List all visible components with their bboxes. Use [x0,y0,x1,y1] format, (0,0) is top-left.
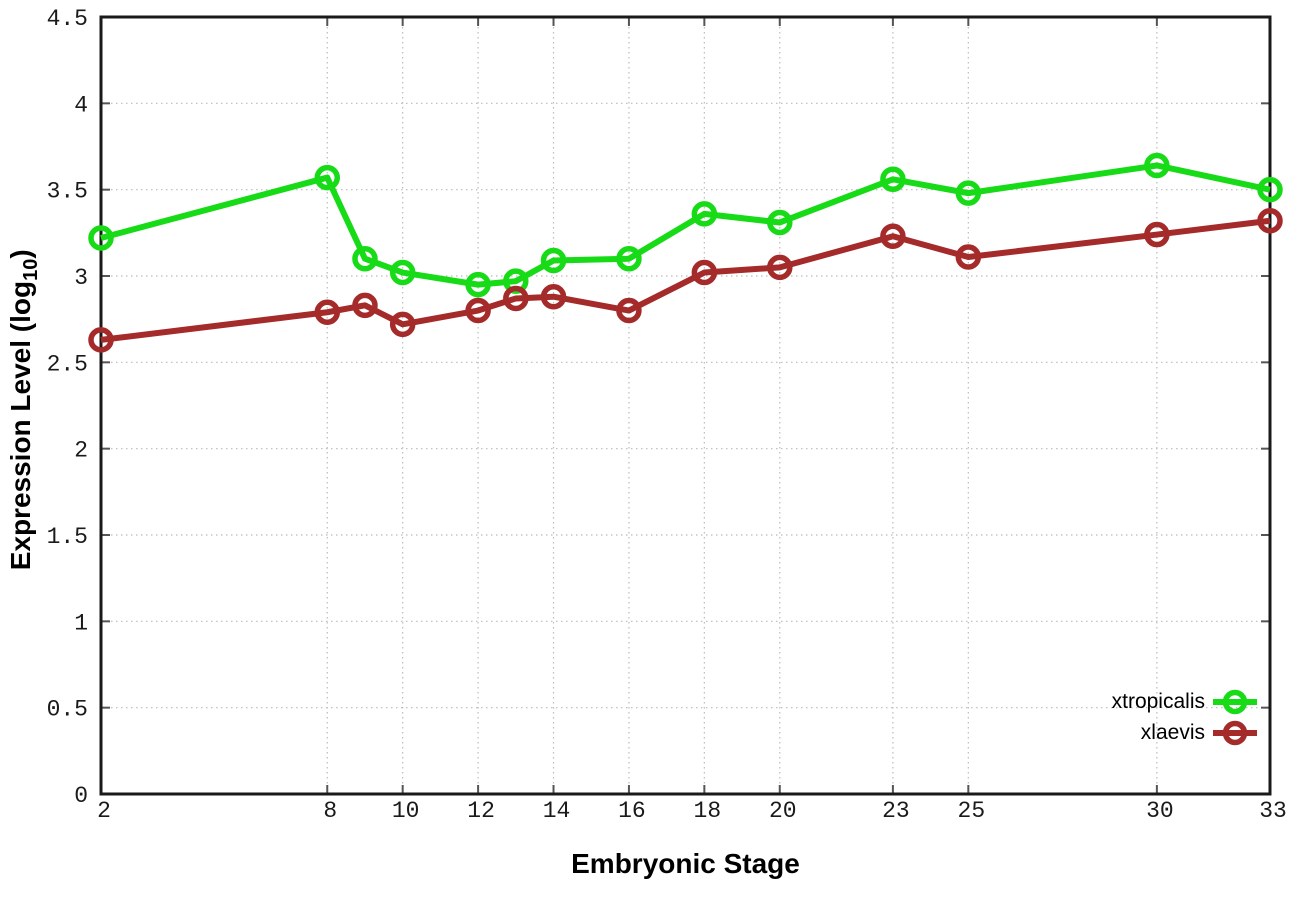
series-xtropicalis-point [389,259,416,286]
legend-item-xtropicalis: xtropicalis [1112,686,1258,717]
x-tick-label: 12 [467,798,495,824]
series-xlaevis-line [100,217,1271,343]
legend-marker-xlaevis-icon [1213,720,1257,745]
series-xtropicalis-point [352,245,378,272]
legend-label-xlaevis: xlaevis [1140,720,1205,744]
series-xlaevis-point [880,223,906,250]
y-tick-label: 0 [74,783,88,809]
x-tick-label: 23 [882,798,910,824]
y-tick-label: 1 [74,610,88,636]
series-xlaevis-point [88,327,114,353]
series-xtropicalis-point [465,271,491,298]
x-tick-label: 2 [97,798,111,824]
series-xlaevis-point [767,254,793,281]
series-xtropicalis-point [691,201,718,227]
y-axis-title: Expression Level (log10) [5,240,43,580]
y-tick-label: 3.5 [47,179,88,205]
x-tick-label: 33 [1259,798,1287,824]
series-xtropicalis-point [880,166,906,193]
series-xtropicalis-point [314,164,341,191]
series-xlaevis-point [616,297,642,324]
x-tick-label: 30 [1146,798,1174,824]
legend-item-xlaevis: xlaevis [1141,717,1258,748]
y-axis-title-close: ) [5,249,37,259]
legend-marker-xtropicalis-icon [1213,689,1257,714]
series-xtropicalis-point [616,245,642,272]
y-tick-label: 4 [74,92,88,118]
series-xlaevis-point [955,244,982,270]
y-tick-label: 3 [74,265,88,291]
series-xlaevis-point [540,283,567,310]
y-tick-label: 0.5 [47,697,88,723]
y-tick-label: 1.5 [47,524,88,550]
series-xlaevis-point [503,285,529,312]
x-tick-label: 10 [392,798,420,824]
series-xtropicalis-point [1257,176,1283,203]
y-axis-title-text: Expression Level (log [5,280,37,571]
series-xlaevis-point [465,297,491,324]
series-xtropicalis-point [540,247,567,274]
legend-label-xtropicalis: xtropicalis [1111,689,1205,713]
x-tick-label: 18 [694,798,722,824]
x-tick-label: 16 [618,798,646,824]
series-xlaevis-point [314,299,341,326]
x-tick-label: 8 [323,798,337,824]
y-tick-label: 4.5 [47,6,88,32]
x-tick-label: 20 [769,798,797,824]
y-axis-title-subscript: 10 [19,258,42,281]
x-tick-label: 25 [958,798,986,824]
legend: xtropicalis xlaevis [1112,686,1258,748]
series-xtropicalis-point [767,209,793,236]
series-xlaevis-point [1144,221,1170,248]
series-xtropicalis-line [100,162,1271,288]
x-tick-label: 14 [543,798,571,824]
series-xtropicalis-point [955,180,982,206]
y-tick-label: 2.5 [47,351,88,377]
y-tick-label: 2 [74,438,88,464]
series-xtropicalis-point [1144,152,1170,179]
x-axis-title: Embryonic Stage [571,848,800,879]
series-xlaevis-point [691,259,718,286]
series-xlaevis-point [1257,207,1283,234]
series-xlaevis-point [389,311,416,338]
series-xlaevis-point [352,292,378,319]
plot-border [99,15,1272,796]
series-xtropicalis-point [88,225,114,251]
